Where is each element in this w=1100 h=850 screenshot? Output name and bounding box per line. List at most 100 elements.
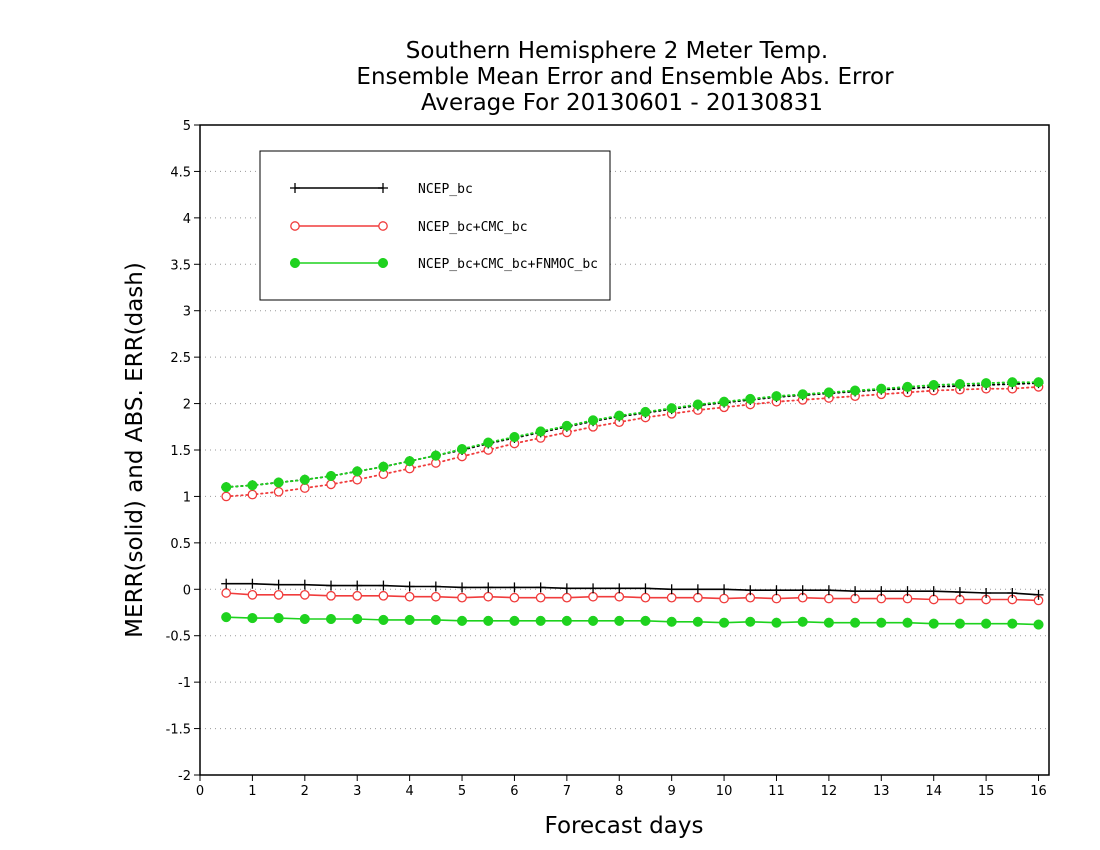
x-tick-label: 4: [405, 784, 413, 799]
merr-point: [273, 579, 284, 590]
merr-point: [902, 617, 913, 628]
abs-err-point: [273, 477, 284, 488]
merr-point: [326, 590, 336, 601]
abs-err-point: [483, 437, 494, 448]
abs-err-point: [614, 410, 625, 421]
abs-err-point: [719, 396, 730, 407]
abs-err-point: [247, 480, 258, 491]
merr-point: [457, 592, 467, 603]
merr-point: [614, 583, 625, 594]
series-layer: [221, 377, 1044, 630]
abs-err-point: [299, 483, 310, 493]
y-tick-label: 2.5: [170, 351, 191, 366]
abs-err-point: [247, 489, 258, 500]
axis-ticks: [194, 124, 1040, 781]
abs-err-point: [640, 406, 651, 417]
merr-point: [509, 615, 520, 626]
x-tick-label: 0: [196, 784, 204, 799]
merr-point: [666, 584, 677, 595]
merr-point: [352, 580, 363, 591]
legend-marker: [378, 183, 388, 193]
abs-err-point: [745, 393, 756, 404]
abs-err-point: [378, 461, 389, 472]
x-tick-label: 9: [668, 784, 676, 799]
merr-point: [588, 583, 599, 594]
x-tick-label: 11: [768, 784, 785, 799]
merr-point: [247, 578, 258, 589]
abs-err-line: [225, 385, 1040, 498]
abs-err-point: [325, 470, 337, 482]
merr-point: [430, 581, 441, 592]
merr-line: [226, 582, 1039, 596]
legend-label: NCEP_bc: [418, 182, 473, 197]
legend-marker: [377, 257, 389, 269]
merr-point: [614, 615, 625, 626]
chart-title: Southern Hemisphere 2 Meter Temp. Ensemb…: [356, 38, 894, 116]
abs-err-point: [221, 482, 232, 493]
abs-err-point: [902, 381, 913, 392]
abs-err-point: [1033, 377, 1044, 388]
abs-err-point: [981, 378, 992, 389]
abs-err-line: [225, 381, 1040, 489]
abs-err-point: [928, 379, 939, 391]
legend-marker: [378, 221, 388, 231]
merr-point: [640, 592, 651, 603]
merr-point: [221, 612, 232, 623]
merr-point: [876, 617, 887, 628]
legend-marker: [289, 257, 301, 269]
merr-point: [719, 584, 730, 595]
merr-point: [954, 618, 965, 629]
merr-point: [850, 586, 861, 597]
merr-point: [561, 615, 572, 626]
y-tick-label: 1.5: [170, 444, 191, 459]
merr-point: [325, 613, 337, 625]
merr-point: [771, 585, 782, 596]
abs-err-point: [850, 385, 861, 396]
abs-err-point: [430, 450, 441, 461]
merr-point: [928, 594, 939, 605]
abs-err-point: [954, 379, 965, 390]
merr-point: [273, 590, 284, 600]
abs-err-point: [221, 491, 232, 502]
merr-point: [823, 617, 834, 628]
merr-point: [928, 586, 939, 597]
abs-err-point: [876, 383, 887, 394]
merr-point: [509, 592, 520, 603]
merr-point: [535, 592, 546, 603]
merr-point: [247, 613, 258, 624]
y-tick-label: -0.5: [166, 630, 191, 645]
x-tick-labels: 0 1 2 3 4 5 6 7 8 9 10 11 12 13 14 15 16: [196, 784, 1047, 799]
x-tick-label: 6: [510, 784, 518, 799]
series-NCEP_bc+CMC_bc: [221, 382, 1044, 606]
merr-line: [226, 592, 1039, 602]
merr-line: [226, 616, 1039, 626]
legend-entry: NCEP_bc+CMC_bc+FNMOC_bc: [289, 257, 598, 272]
merr-point: [483, 591, 494, 602]
legend-entry: NCEP_bc: [290, 182, 473, 197]
legend-label: NCEP_bc+CMC_bc+FNMOC_bc: [418, 257, 598, 272]
merr-point: [981, 618, 992, 629]
y-tick-label: -2: [178, 769, 191, 784]
y-tick-labels: -2 -1.5 -1 -0.5 0 0.5 1 1.5 2 2.5 3 3.5 4 4.5 5: [166, 119, 191, 784]
merr-point: [456, 615, 468, 626]
abs-err-point: [404, 456, 415, 467]
merr-point: [352, 590, 363, 601]
abs-err-point: [823, 387, 834, 398]
merr-point: [797, 585, 808, 596]
merr-point: [693, 592, 703, 603]
x-axis-label: Forecast days: [545, 813, 704, 839]
y-tick-label: 2: [183, 398, 191, 413]
merr-point: [299, 613, 310, 625]
merr-point: [561, 583, 572, 594]
merr-point: [588, 615, 599, 626]
y-tick-label: -1.5: [166, 723, 191, 738]
x-tick-label: 13: [873, 784, 890, 799]
merr-point: [823, 585, 834, 596]
merr-point: [692, 616, 703, 627]
merr-point: [483, 582, 494, 593]
legend-entry: NCEP_bc+CMC_bc: [290, 220, 528, 235]
y-tick-label: -1: [178, 676, 191, 691]
abs-err-point: [561, 420, 572, 431]
abs-err-point: [352, 474, 363, 485]
y-tick-label: 1: [183, 490, 191, 505]
